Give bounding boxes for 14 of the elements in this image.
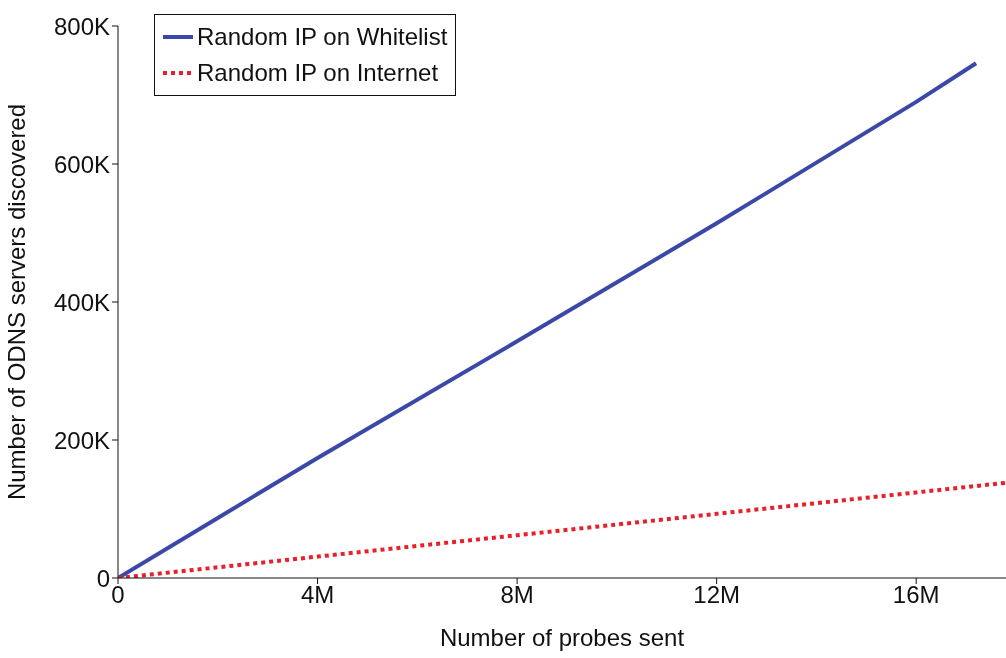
- x-tick-label: 8M: [500, 581, 534, 609]
- x-axis-title: Number of probes sent: [439, 624, 685, 651]
- y-tick-label: 200K: [53, 426, 110, 454]
- y-tick-label: 800K: [53, 12, 110, 40]
- x-tick-label: 16M: [892, 581, 940, 609]
- y-tick-label: 0: [96, 564, 110, 592]
- line-series: [118, 61, 979, 578]
- y-tick-label: 400K: [53, 288, 110, 316]
- legend-label: Random IP on Whitelist: [197, 22, 448, 52]
- legend-label: Random IP on Internet: [197, 58, 439, 88]
- y-tick-label: 600K: [53, 150, 110, 178]
- x-tick-label: 12M: [693, 581, 740, 609]
- y-axis-title: Number of ODNS servers discovered: [2, 103, 30, 501]
- x-tick-label: 4M: [300, 581, 335, 609]
